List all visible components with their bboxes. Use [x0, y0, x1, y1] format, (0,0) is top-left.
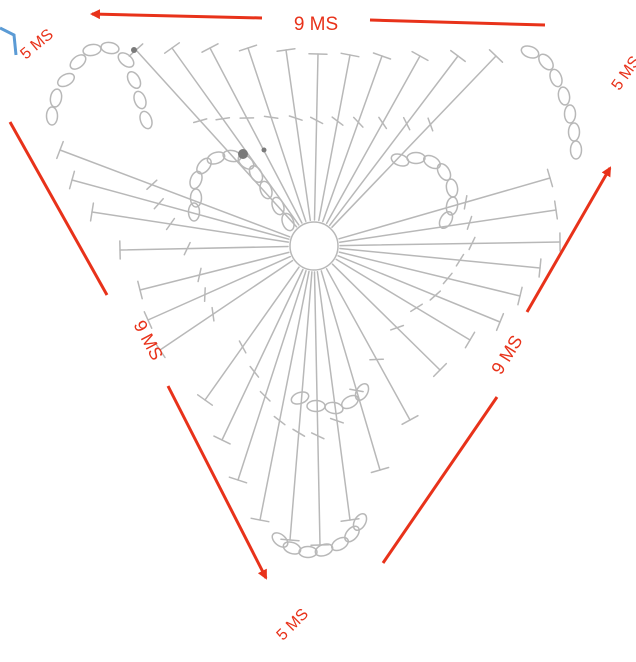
- stitch-line: [330, 56, 458, 225]
- stitch-tick: [194, 119, 207, 123]
- chain-stitch-oval: [307, 401, 325, 412]
- corner-label-bottom: 5 MS: [274, 606, 312, 644]
- center-ring: [290, 222, 338, 270]
- stitch-line: [340, 242, 560, 246]
- chain-stitch-oval: [82, 43, 102, 57]
- chain-stitch-oval: [49, 88, 63, 108]
- stitch-end-cap: [497, 314, 504, 331]
- chain-stitch-oval: [299, 547, 317, 558]
- chain-stitch-oval: [520, 44, 541, 60]
- stitch-line: [317, 272, 350, 520]
- stitch-line: [222, 270, 303, 441]
- blue-pointer-line: [0, 28, 16, 55]
- right-arrow-lower-segment: [383, 397, 497, 563]
- chain-stitch-oval: [138, 110, 154, 131]
- stitch-line: [140, 252, 289, 290]
- stitch-end-cap: [451, 51, 465, 62]
- stitch-end-cap: [165, 43, 180, 53]
- stitch-line: [210, 48, 302, 223]
- stitch-line: [92, 212, 288, 242]
- chain-stitch-oval: [270, 530, 291, 550]
- stitch-tick: [265, 116, 278, 118]
- stitch-end-cap: [539, 259, 541, 277]
- chain-stitch-oval: [258, 180, 274, 201]
- stitch-line: [340, 249, 540, 269]
- stitch-line: [333, 264, 441, 370]
- top-label: 9 MS: [294, 14, 338, 35]
- stitch-tick: [354, 117, 363, 127]
- stitch-tick: [154, 199, 163, 209]
- stitch-end-cap: [202, 44, 218, 52]
- corner-label-top-right: 5 MS: [609, 53, 636, 93]
- stitch-end-cap: [214, 436, 230, 444]
- stitch-line: [238, 271, 306, 480]
- stitch-tick: [404, 118, 410, 130]
- stitch-line: [327, 269, 410, 420]
- chain-stitch-oval: [548, 68, 564, 89]
- stitch-line: [338, 256, 500, 322]
- chain-stitch-oval: [125, 69, 144, 90]
- stitch-line: [332, 56, 496, 227]
- stitch-end-cap: [412, 52, 428, 61]
- chain-stitch-oval: [100, 41, 120, 55]
- stitch-end-cap: [198, 395, 213, 405]
- top-arrow-right-segment: [370, 20, 545, 25]
- right-label: 9 MS: [487, 332, 526, 378]
- chain-stitch-oval: [194, 156, 214, 177]
- chain-stitch-oval: [571, 141, 582, 159]
- left-arrow-lower-segment: [168, 386, 266, 578]
- crochet-stitch-sketch: [47, 41, 582, 558]
- right-arrow-upper-segment: [527, 168, 610, 312]
- stitch-line: [315, 272, 321, 545]
- stitch-line: [319, 55, 350, 220]
- stitch-tick: [391, 326, 404, 330]
- stitch-marker-dot: [131, 47, 137, 53]
- stitch-tick: [428, 118, 433, 131]
- chain-stitch-oval: [565, 105, 576, 123]
- stitch-end-cap: [402, 416, 418, 425]
- corner-label-top-left: 5 MS: [17, 26, 57, 63]
- stitch-end-cap: [465, 332, 474, 347]
- chain-stitch-oval: [407, 153, 425, 164]
- chain-stitch-oval: [188, 170, 204, 191]
- stitch-tick: [260, 392, 270, 401]
- stitch-line: [315, 54, 319, 220]
- stitch-line: [120, 247, 288, 251]
- stitch-tick: [205, 288, 206, 301]
- stitch-tick: [216, 118, 229, 120]
- top-arrow-left-segment: [92, 14, 262, 18]
- stitch-end-cap: [57, 142, 63, 159]
- stitch-tick: [430, 291, 440, 300]
- stitch-marker-dot: [238, 149, 248, 159]
- chain-stitch-oval: [280, 212, 296, 233]
- stitch-line: [336, 259, 470, 340]
- chain-stitch-oval: [445, 178, 459, 198]
- stitch-marker-dot: [262, 148, 267, 153]
- stitch-tick: [250, 367, 258, 378]
- stitch-line: [286, 50, 310, 220]
- chain-stitch-oval: [324, 401, 344, 415]
- chain-stitch-oval: [132, 90, 148, 111]
- stitch-tick: [212, 308, 214, 321]
- stitch-tick: [147, 180, 157, 189]
- stitch-line: [339, 252, 520, 296]
- chain-stitch-oval: [342, 524, 362, 545]
- stitch-tick: [370, 359, 383, 360]
- chain-stitch-oval: [569, 123, 580, 141]
- chain-stitch-oval: [557, 86, 571, 106]
- left-label: 9 MS: [130, 317, 167, 363]
- chain-stitch-oval: [351, 511, 370, 532]
- stitch-line: [72, 180, 289, 239]
- chain-stitch-oval: [55, 71, 76, 90]
- stitch-end-cap: [281, 539, 299, 540]
- chain-stitch-oval: [47, 107, 58, 125]
